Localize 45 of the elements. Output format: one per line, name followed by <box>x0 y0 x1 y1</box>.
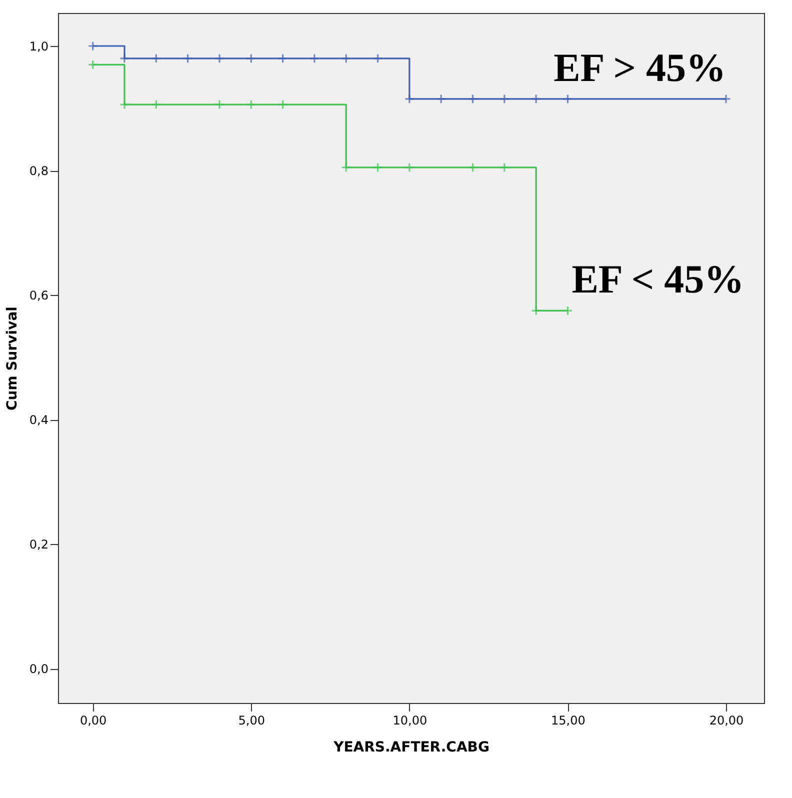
x-axis-title: YEARS.AFTER.CABG <box>332 740 490 756</box>
point <box>468 162 478 172</box>
x-tick-label: 20,00 <box>709 714 744 728</box>
point <box>436 94 446 104</box>
point <box>214 53 224 64</box>
point <box>531 94 542 104</box>
point <box>120 100 130 110</box>
point <box>341 162 352 172</box>
point <box>721 94 731 104</box>
point <box>88 60 98 70</box>
x-tick-label: 0,00 <box>80 714 107 728</box>
y-axis-title: Cum Survival <box>4 306 20 410</box>
point <box>278 100 288 110</box>
point <box>562 306 573 316</box>
point <box>120 53 130 64</box>
point <box>246 100 256 110</box>
y-tick-label: 0,4 <box>29 413 48 428</box>
point <box>151 53 162 64</box>
y-tick-label: 1,0 <box>29 40 48 54</box>
point <box>151 100 162 110</box>
point <box>372 162 383 172</box>
point <box>278 53 288 64</box>
point <box>309 53 320 64</box>
point <box>562 94 573 104</box>
point <box>182 53 193 64</box>
point <box>341 53 352 64</box>
point <box>404 94 414 104</box>
y-tick-label: 0,6 <box>29 288 48 303</box>
x-tick-label: 10,00 <box>392 714 428 728</box>
point <box>404 162 414 172</box>
point <box>499 162 510 172</box>
point <box>214 100 224 110</box>
y-tick-label: 0,8 <box>29 164 48 178</box>
y-tick-label: 0,0 <box>29 662 48 676</box>
point <box>531 306 542 316</box>
y-tick-label: 0,2 <box>29 538 48 552</box>
point <box>372 53 383 64</box>
point <box>468 94 478 104</box>
point <box>499 94 510 104</box>
series-label: EF < 45% <box>572 256 744 302</box>
x-tick-label: 5,00 <box>238 714 265 728</box>
point <box>246 53 256 64</box>
series-label: EF > 45% <box>554 44 726 90</box>
x-tick-label: 15,00 <box>551 714 586 728</box>
point <box>88 41 98 51</box>
